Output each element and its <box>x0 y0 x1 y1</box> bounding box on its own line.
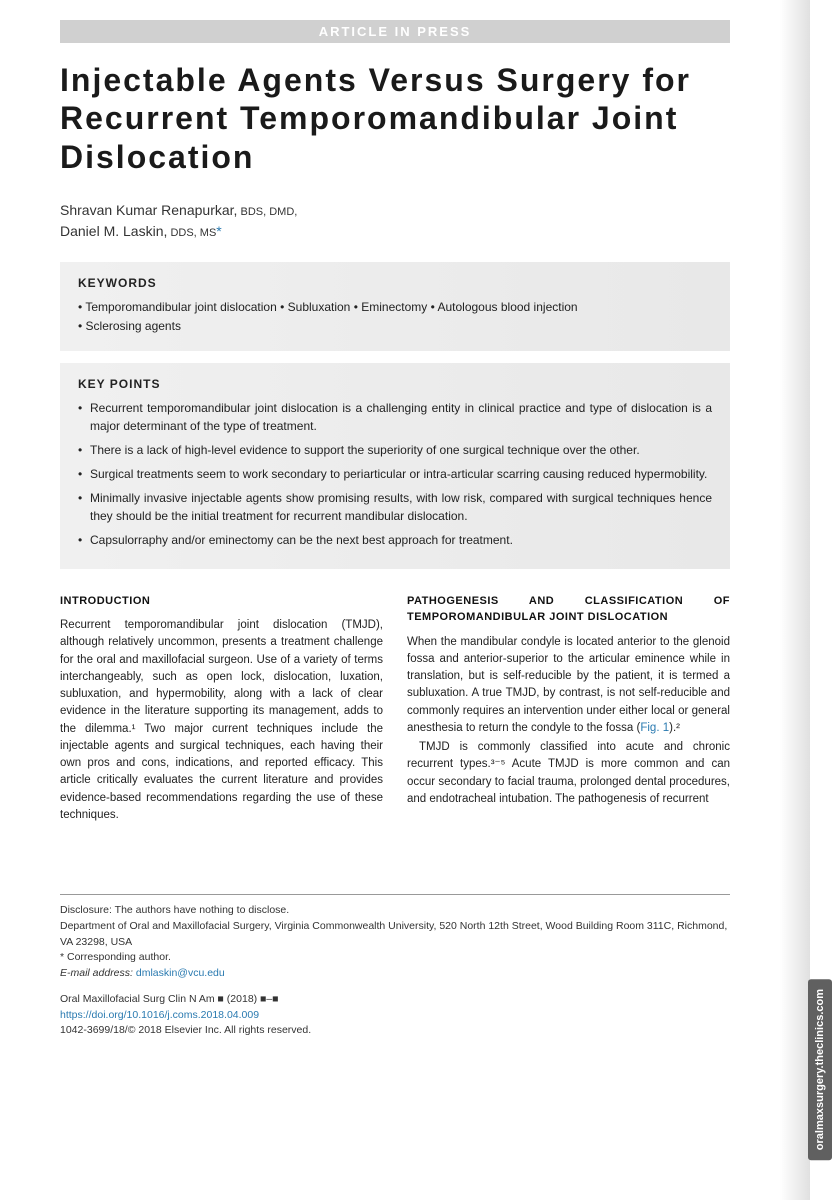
keyword: Temporomandibular joint dislocation <box>85 300 276 314</box>
author-2-degree: DDS, MS <box>167 227 216 239</box>
author-1-name: Shravan Kumar Renapurkar, <box>60 202 237 218</box>
pathogenesis-paragraph-1: When the mandibular condyle is located a… <box>407 634 730 738</box>
email-line: E-mail address: dmlaskin@vcu.edu <box>60 966 730 982</box>
keyword: Subluxation <box>288 300 351 314</box>
corresponding-asterisk: * <box>216 223 221 239</box>
left-column: INTRODUCTION Recurrent temporomandibular… <box>60 593 383 825</box>
intro-paragraph: Recurrent temporomandibular joint disloc… <box>60 617 383 824</box>
email-address[interactable]: dmlaskin@vcu.edu <box>136 967 225 979</box>
page-content: ARTICLE IN PRESS Injectable Agents Versu… <box>0 0 780 1059</box>
doi-link[interactable]: https://doi.org/10.1016/j.coms.2018.04.0… <box>60 1008 730 1024</box>
keypoints-box: KEY POINTS Recurrent temporomandibular j… <box>60 363 730 569</box>
disclosure-text: Disclosure: The authors have nothing to … <box>60 903 730 919</box>
right-column: PATHOGENESIS AND CLASSIFICATION OF TEMPO… <box>407 593 730 825</box>
keywords-list: • Temporomandibular joint dislocation • … <box>78 298 712 336</box>
keypoint-item: Surgical treatments seem to work seconda… <box>78 465 712 483</box>
article-status-banner: ARTICLE IN PRESS <box>60 20 730 43</box>
author-1-degree: BDS, DMD, <box>237 206 297 218</box>
pathogenesis-paragraph-2: TMJD is commonly classified into acute a… <box>407 739 730 808</box>
journal-side-tab[interactable]: oralmaxsurgery.theclinics.com <box>808 979 832 1160</box>
keyword: Sclerosing agents <box>86 319 181 333</box>
body-columns: INTRODUCTION Recurrent temporomandibular… <box>60 593 730 825</box>
footer-block: Disclosure: The authors have nothing to … <box>60 894 730 1039</box>
department-address: Department of Oral and Maxillofacial Sur… <box>60 919 730 951</box>
keypoint-item: Capsulorraphy and/or eminectomy can be t… <box>78 531 712 549</box>
journal-citation: Oral Maxillofacial Surg Clin N Am ■ (201… <box>60 992 730 1008</box>
email-label: E-mail address: <box>60 967 133 979</box>
author-2-name: Daniel M. Laskin, <box>60 223 167 239</box>
keyword: Eminectomy <box>361 300 427 314</box>
article-title: Injectable Agents Versus Surgery for Rec… <box>60 61 730 176</box>
corresponding-note: * Corresponding author. <box>60 950 730 966</box>
copyright-text: 1042-3699/18/© 2018 Elsevier Inc. All ri… <box>60 1023 730 1039</box>
pathogenesis-heading: PATHOGENESIS AND CLASSIFICATION OF TEMPO… <box>407 593 730 626</box>
intro-heading: INTRODUCTION <box>60 593 383 610</box>
page-gradient <box>780 0 810 1200</box>
keypoint-item: Recurrent temporomandibular joint disloc… <box>78 399 712 435</box>
keypoints-list: Recurrent temporomandibular joint disloc… <box>78 399 712 549</box>
keywords-header: KEYWORDS <box>78 276 712 290</box>
figure-1-link[interactable]: Fig. 1 <box>640 722 669 734</box>
keypoint-item: Minimally invasive injectable agents sho… <box>78 489 712 525</box>
keywords-box: KEYWORDS • Temporomandibular joint dislo… <box>60 262 730 350</box>
authors-block: Shravan Kumar Renapurkar, BDS, DMD, Dani… <box>60 200 730 242</box>
keypoint-item: There is a lack of high-level evidence t… <box>78 441 712 459</box>
keyword: Autologous blood injection <box>437 300 577 314</box>
keypoints-header: KEY POINTS <box>78 377 712 391</box>
